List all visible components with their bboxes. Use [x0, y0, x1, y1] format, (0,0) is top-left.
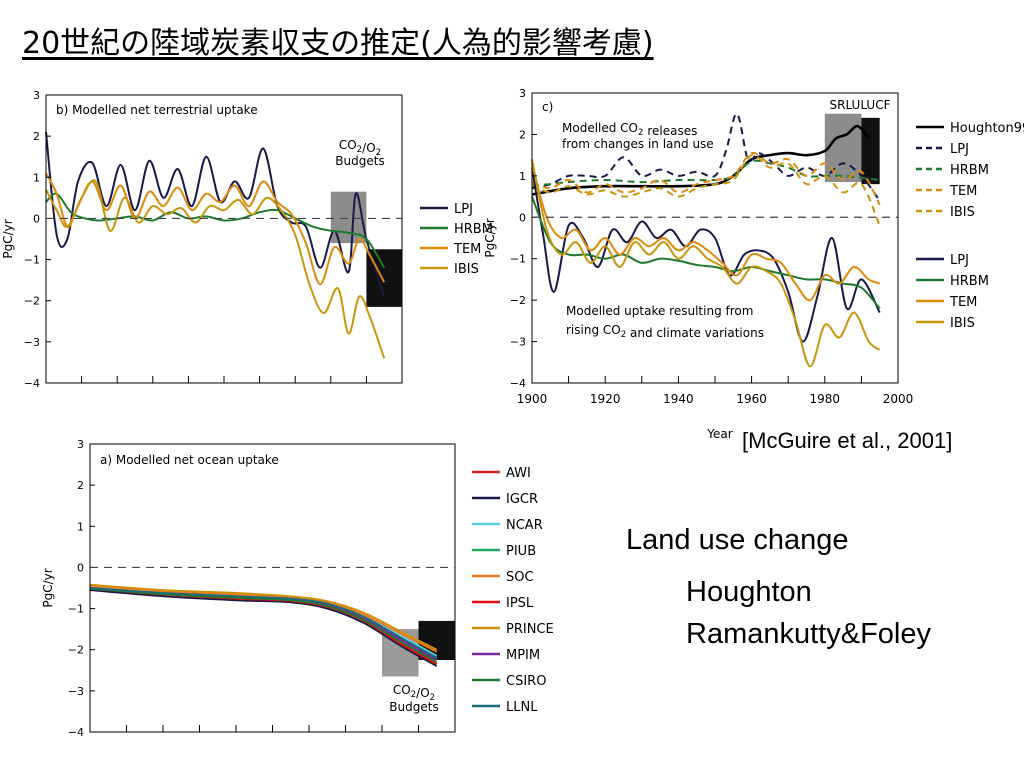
panel-title: b) Modelled net terrestrial uptake	[56, 103, 258, 117]
series-uptake-line	[531, 159, 881, 368]
x-tick-label: 1920	[590, 392, 621, 406]
x-tick-label: 1940	[663, 392, 694, 406]
y-tick-label: −3	[510, 336, 526, 349]
y-axis-label: PgC/yr	[483, 218, 497, 257]
annotation-budget: CO2/O2	[393, 683, 435, 703]
y-tick-label: 2	[77, 479, 84, 492]
legend-label: NCAR	[506, 518, 543, 533]
series-line	[45, 192, 386, 269]
legend-label: LPJ	[950, 142, 969, 157]
x-tick-label: 1960	[736, 392, 767, 406]
annotation-budget: Budgets	[389, 700, 438, 714]
y-tick-label: −3	[24, 336, 40, 349]
series-uptake-line	[531, 196, 881, 310]
legend-label: TEM	[949, 295, 977, 310]
y-axis-label: PgC/yr	[41, 568, 55, 607]
y-tick-label: 1	[33, 171, 40, 184]
series-release-line	[531, 154, 881, 226]
y-tick-label: −4	[68, 726, 84, 739]
note-ramankutty-foley: Ramankutty&Foley	[686, 618, 931, 650]
y-tick-label: 0	[77, 561, 84, 574]
series-uptake-line	[531, 163, 881, 302]
series-line	[89, 583, 438, 651]
annotation-budget: CO2/O2	[339, 138, 381, 158]
legend-label: IBIS	[950, 205, 975, 220]
x-axis-label: Year	[706, 427, 732, 441]
y-tick-label: 3	[77, 438, 84, 451]
legend-label: IBIS	[950, 316, 975, 331]
x-tick-label: 1900	[517, 392, 548, 406]
chart-terrestrial-uptake: −4 −3 −2 −1 0 1 2 3 PgC/yr b) Modelled net terres…	[1, 89, 493, 390]
chart-ocean-uptake: −4 −3 −2 −1 0 1 2 3 PgC/yr a) Modelled net ocean …	[41, 438, 554, 739]
y-tick-label: −3	[68, 685, 84, 698]
y-tick-label: −1	[510, 253, 526, 266]
legend-label: LPJ	[454, 202, 473, 217]
y-tick-label: −2	[24, 295, 40, 308]
y-tick-label: −1	[24, 254, 40, 267]
series-release-line	[531, 112, 881, 202]
y-tick-label: 2	[33, 130, 40, 143]
annotation-releases: from changes in land use	[562, 137, 714, 151]
series-line	[89, 589, 438, 667]
legend-label: TEM	[949, 184, 977, 199]
y-tick-label: −1	[68, 603, 84, 616]
legend-label: MPIM	[506, 648, 540, 663]
y-axis-label: PgC/yr	[1, 219, 15, 258]
legend-label: PRINCE	[506, 622, 554, 637]
series-release-line	[531, 159, 880, 188]
series-line	[89, 587, 438, 663]
legend-label: PIUB	[506, 544, 536, 559]
y-tick-label: −4	[24, 377, 40, 390]
note-houghton: Houghton	[686, 576, 812, 608]
legend-label: LPJ	[950, 253, 969, 268]
y-tick-label: 3	[519, 87, 526, 100]
annotation-budget: Budgets	[335, 154, 384, 168]
y-tick-label: −2	[68, 644, 84, 657]
legend-label: IPSL	[506, 596, 534, 611]
legend-label: AWI	[506, 466, 531, 481]
panel-title: a) Modelled net ocean uptake	[100, 453, 279, 467]
legend-label: Houghton99	[950, 121, 1024, 136]
y-tick-label: 0	[33, 212, 40, 225]
legend-label: IGCR	[506, 492, 538, 507]
annotation-srlulucf: SRLULUCF	[830, 98, 891, 112]
series-line	[45, 172, 386, 286]
y-tick-label: 3	[33, 89, 40, 102]
y-tick-label: 1	[77, 520, 84, 533]
y-tick-label: 0	[519, 211, 526, 224]
srlulucf-box-0	[824, 113, 862, 183]
series-line	[45, 179, 386, 359]
legend-label: LLNL	[506, 700, 538, 715]
series-release-line	[531, 124, 870, 196]
annotation-uptake: rising CO2 and climate variations	[566, 323, 764, 340]
citation: [McGuire et al., 2001]	[742, 428, 953, 453]
x-tick-label: 1980	[810, 392, 841, 406]
slide-title: 20世紀の陸域炭素収支の推定(人為的影響考慮)	[22, 26, 654, 61]
legend-label: HRBM	[454, 222, 493, 237]
annotation-releases: Modelled CO2 releases	[562, 121, 697, 138]
panel-title: c)	[542, 100, 553, 114]
legend-label: CSIRO	[506, 674, 546, 689]
y-tick-label: 2	[519, 128, 526, 141]
note-land-use-change: Land use change	[626, 524, 849, 556]
legend-label: HRBM	[950, 163, 989, 178]
chart-land-use-releases: −4 −3 −2 −1 0 1 2 3 1900 1920 1940 1960 1980 2000 PgC/…	[483, 87, 1024, 441]
y-tick-label: 1	[519, 170, 526, 183]
legend-label: SOC	[506, 570, 534, 585]
legend-label: HRBM	[950, 274, 989, 289]
x-tick-label: 2000	[883, 392, 914, 406]
annotation-uptake: Modelled uptake resulting from	[566, 304, 753, 318]
series-release-line	[531, 151, 881, 206]
y-tick-label: −4	[510, 377, 526, 390]
legend-label: TEM	[453, 242, 481, 257]
series-line	[89, 587, 438, 659]
y-tick-label: −2	[510, 294, 526, 307]
legend-label: IBIS	[454, 262, 479, 277]
